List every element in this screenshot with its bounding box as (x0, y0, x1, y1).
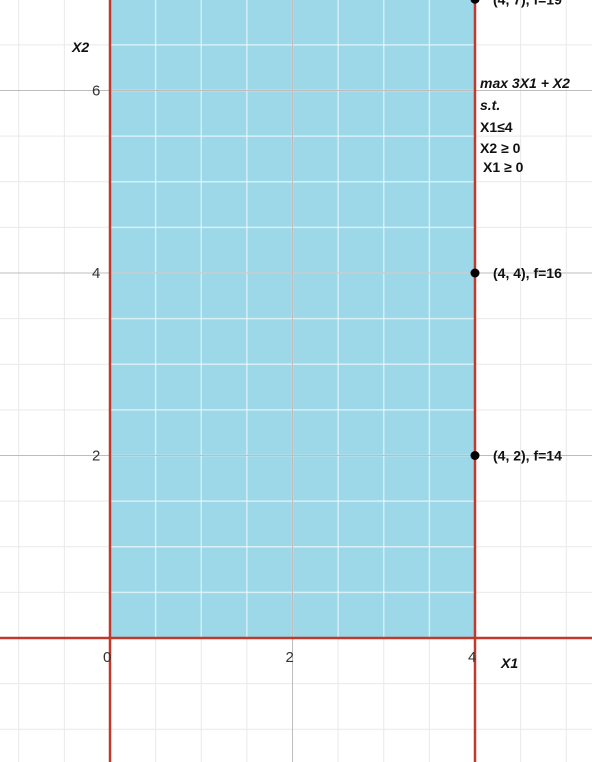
data-point (470, 268, 480, 278)
objective-text: max 3X1 + X2 (480, 75, 570, 91)
tick-labels: 0 2 4 2 4 6 (92, 83, 476, 667)
x-tick-label: 0 (103, 649, 111, 666)
y-axis-title: X2 (71, 39, 89, 55)
x-tick-label: 4 (468, 649, 476, 666)
constraint-x1-le-4: X1≤4 (480, 119, 513, 135)
data-point-label: (4, 4), f=16 (493, 265, 562, 281)
y-tick-label: 6 (92, 83, 100, 100)
data-point-label: (4, 7), f=19 (493, 0, 562, 7)
constraint-x2-ge-0: X2 ≥ 0 (480, 140, 521, 156)
data-point-label: (4, 2), f=14 (493, 448, 562, 464)
data-point (470, 0, 480, 4)
y-tick-label: 2 (92, 448, 100, 465)
x-axis-title: X1 (500, 655, 518, 671)
x-tick-label: 2 (286, 649, 294, 666)
problem-statement: max 3X1 + X2 s.t. X1≤4 X2 ≥ 0 X1 ≥ 0 (480, 75, 570, 175)
data-point (470, 451, 480, 460)
constraint-x1-ge-0: X1 ≥ 0 (483, 159, 524, 175)
y-tick-label: 4 (92, 265, 100, 282)
data-points: (4, 7), f=19 (4, 4), f=16 (4, 2), f=14 (470, 0, 562, 464)
subject-to-text: s.t. (480, 97, 500, 113)
